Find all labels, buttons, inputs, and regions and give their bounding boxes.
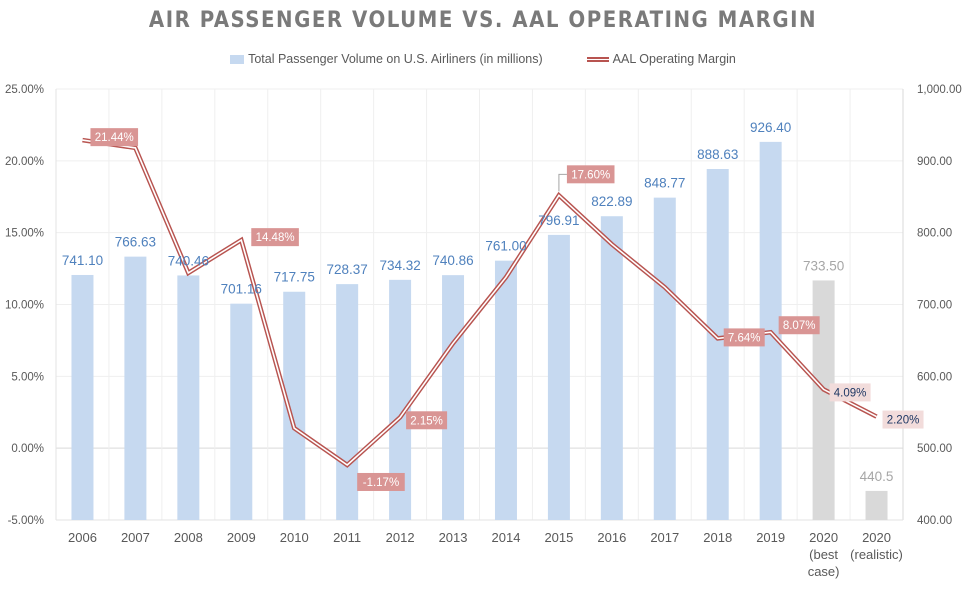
right-axis-tick: 600.00 (917, 371, 952, 383)
x-axis-tick: 2018 (703, 530, 732, 545)
x-axis-tick: 2020 (realistic) (850, 530, 903, 562)
bar-data-label: 926.40 (750, 120, 791, 135)
x-axis-tick: 2010 (280, 530, 309, 545)
line-data-label: 7.64% (728, 332, 761, 344)
bar-data-label: 740.46 (168, 253, 209, 268)
line-data-label-box (723, 328, 765, 347)
line-data-label-box (406, 411, 448, 430)
bar (71, 274, 94, 520)
bar-data-label: 888.63 (697, 147, 738, 162)
bar-data-label: 728.37 (327, 262, 368, 277)
right-axis-tick: 500.00 (917, 443, 952, 455)
bar (230, 303, 253, 520)
line-data-label-box (882, 410, 924, 429)
bar-data-label: 734.32 (379, 258, 420, 273)
right-axis-tick: 900.00 (917, 156, 952, 168)
bar (865, 490, 888, 520)
line-data-label: 21.44% (95, 132, 134, 144)
bar-data-label: 440.5 (860, 469, 894, 484)
x-axis-tick: 2012 (386, 530, 415, 545)
right-axis-tick: 800.00 (917, 228, 952, 240)
x-axis-tick: 2017 (650, 530, 679, 545)
line-data-label: -1.17% (363, 477, 399, 489)
left-axis-tick: 10.00% (5, 300, 44, 312)
bar-data-label: 741.10 (62, 253, 103, 268)
right-axis: 400.00 500.00 600.00 700.00 800.00 900.00 1,00… (917, 84, 962, 527)
left-axis-tick: 5.00% (11, 371, 44, 383)
bar (547, 234, 570, 520)
left-axis-tick: 0.00% (11, 443, 44, 455)
line-data-label: 2.15% (410, 415, 443, 427)
legend-label-passenger-volume: Total Passenger Volume on U.S. Airliners… (248, 52, 543, 66)
line-data-labels: 21.44% 14.48% -1.17% 2.15% 17.60% 7.64% 8.07% 4… (90, 128, 924, 491)
bar (706, 169, 729, 520)
line-data-label-box (778, 316, 820, 335)
left-axis-tick: 25.00% (5, 84, 44, 96)
line-data-label: 4.09% (834, 387, 867, 399)
x-axis-tick: 2007 (121, 530, 150, 545)
line-data-label: 14.48% (256, 232, 295, 244)
x-axis-tick: 2014 (492, 530, 521, 545)
bar-data-label: 761.00 (485, 239, 526, 254)
line-data-label: 17.60% (571, 169, 610, 181)
line-data-label-box (566, 165, 615, 184)
legend: Total Passenger Volume on U.S. Airliners… (0, 52, 966, 66)
right-axis-tick: 1,000.00 (917, 84, 962, 96)
x-axis-tick: 2009 (227, 530, 256, 545)
line-data-label-box (251, 228, 299, 247)
bar (442, 275, 465, 520)
legend-item-passenger-volume[interactable]: Total Passenger Volume on U.S. Airliners… (230, 52, 543, 66)
line-data-label: 2.20% (887, 415, 920, 427)
x-axis-tick: 2016 (597, 530, 626, 545)
bar-data-label: 848.77 (644, 176, 685, 191)
x-axis-tick: 2020 (best case) (808, 530, 840, 579)
bar (283, 291, 306, 520)
bar (494, 260, 517, 520)
bar-data-labels: 741.10 766.63 740.46 701.16 717.75 728.37 734.… (62, 120, 894, 484)
left-axis-tick: 20.00% (5, 156, 44, 168)
bar (177, 275, 200, 520)
bar (389, 279, 412, 520)
bar (336, 284, 359, 520)
chart-title: AIR PASSENGER VOLUME VS. AAL OPERATING M… (148, 8, 818, 33)
legend-item-operating-margin[interactable]: AAL Operating Margin (586, 52, 736, 66)
right-axis-tick: 400.00 (917, 515, 952, 527)
x-axis-tick: 2019 (756, 530, 785, 545)
legend-label-operating-margin: AAL Operating Margin (612, 52, 736, 66)
x-axis-tick: 2006 (68, 530, 97, 545)
bar-data-label: 740.86 (432, 253, 473, 268)
left-axis: -5.00% 0.00% 5.00% 10.00% 15.00% 20.00% 25.00% (5, 84, 44, 527)
x-axis-tick: 2013 (439, 530, 468, 545)
bar (812, 280, 835, 520)
line-data-label-box (829, 383, 871, 402)
line-data-label: 8.07% (783, 320, 816, 332)
bar-data-label: 796.91 (538, 213, 579, 228)
bar-data-label: 717.75 (274, 270, 315, 285)
bar-data-label: 766.63 (115, 235, 156, 250)
line-data-label-box (357, 472, 405, 491)
bar-series (71, 141, 888, 521)
bar (124, 256, 147, 520)
bar-data-label: 733.50 (803, 258, 844, 273)
left-axis-tick: -5.00% (8, 515, 44, 527)
bar-data-label: 822.89 (591, 194, 632, 209)
x-axis-tick: 2015 (544, 530, 573, 545)
bar-data-label: 701.16 (221, 282, 262, 297)
x-axis-tick: 2011 (333, 530, 361, 545)
right-axis-tick: 700.00 (917, 300, 952, 312)
line-data-label-box (90, 128, 139, 147)
x-axis-tick: 2008 (174, 530, 203, 545)
label-leader-line (558, 173, 567, 192)
x-axis: 2006 2007 2008 2009 2010 2011 2012 2013 2014 2015… (68, 530, 903, 579)
bar (653, 197, 676, 520)
legend-swatch-bar (230, 54, 245, 64)
legend-swatch-line (586, 56, 609, 62)
left-axis-tick: 15.00% (5, 228, 44, 240)
bar (600, 216, 623, 521)
